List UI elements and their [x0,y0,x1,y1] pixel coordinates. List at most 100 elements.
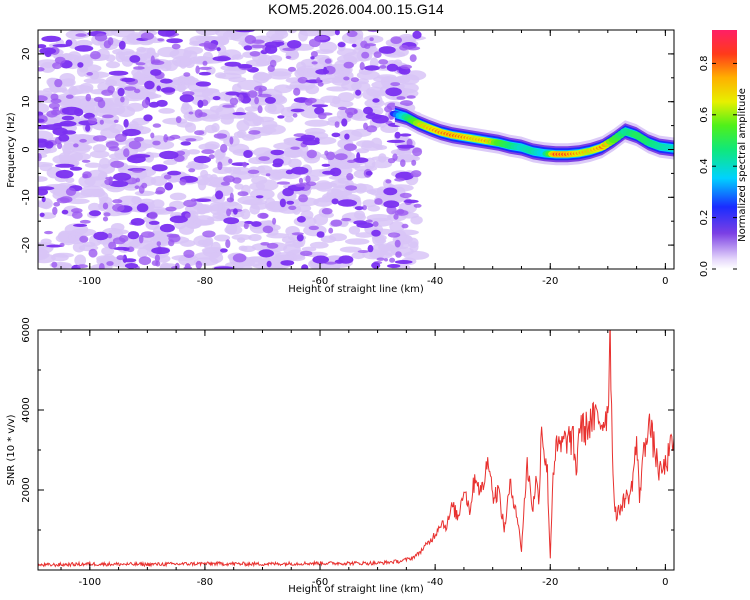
noise-blob [88,248,98,258]
noise-blob [400,159,406,168]
noise-blob [384,258,388,262]
noise-blob [371,229,381,237]
noise-blob [228,158,233,164]
noise-blob [77,264,88,269]
noise-blob-light [158,108,175,114]
noise-blob [108,146,120,152]
noise-blob-light [316,30,339,37]
noise-blob [290,166,309,175]
noise-blob [190,198,197,202]
noise-blob [46,110,58,118]
noise-blob [159,223,175,233]
noise-blob [59,242,65,247]
noise-blob [264,96,276,104]
noise-blob [50,93,59,101]
noise-blob [126,246,135,253]
noise-blob [343,61,354,69]
snr-xtick-label: -20 [542,577,558,588]
noise-blob [297,76,308,84]
noise-blob-light [92,144,107,153]
noise-blob [337,106,347,110]
noise-blob [258,249,275,258]
noise-blob-light [410,215,423,225]
noise-blob [401,223,409,229]
noise-blob [343,76,350,81]
noise-blob-light [337,177,349,184]
noise-blob-light [237,195,263,205]
noise-blob [298,177,304,184]
noise-blob [400,64,413,70]
xtick-label: -60 [312,276,328,287]
noise-blob [171,43,181,50]
noise-blob-light [214,72,227,79]
noise-blob [124,263,139,269]
noise-blob [129,55,141,63]
noise-blob [115,133,127,143]
noise-blob-light [89,150,110,159]
noise-blob [82,173,89,179]
noise-blob-light [242,256,265,267]
noise-blob [213,133,228,139]
noise-blob [232,253,247,263]
noise-blob [365,219,373,223]
page-title: KOM5.2026.004.00.15.G14 [268,1,444,17]
noise-blob-light [394,75,411,84]
noise-blob [351,43,357,48]
noise-blob [396,208,405,215]
noise-blob [298,194,308,203]
noise-blob-light [224,225,243,235]
xtick-label: 0 [662,276,668,287]
noise-blob-light [204,141,220,150]
noise-blob [51,261,58,268]
spectrogram-ridge [389,102,674,166]
noise-blob [202,230,216,238]
noise-blob [276,181,291,185]
noise-blob-light [268,71,292,80]
noise-blob [316,77,321,84]
noise-blob [385,87,402,97]
noise-blob [38,153,42,162]
noise-blob-light [249,204,260,215]
noise-blob-light [150,176,168,186]
noise-blob [152,123,162,128]
noise-blob [179,179,187,186]
noise-blob [383,187,398,196]
noise-blob [317,82,324,87]
noise-blob [389,257,396,263]
noise-blob [316,231,325,238]
noise-blob-light [372,234,385,246]
noise-blob [195,65,200,74]
colorbar-ticks: 0.0 0.2 0.4 0.6 0.8 [699,55,737,277]
noise-blob [108,70,129,76]
noise-blob-light [136,46,147,53]
noise-blob [220,181,230,186]
noise-blob [117,87,125,97]
colorbar-gradient [712,30,737,269]
snr-ytick-label: 6000 [21,317,32,342]
noise-blob [359,62,365,71]
noise-blob [326,151,336,161]
noise-blob [394,260,413,264]
noise-blob [165,206,177,212]
noise-blob [38,118,45,123]
noise-blob [413,203,422,208]
noise-blob [157,38,165,42]
noise-blob [341,118,348,127]
noise-blob [367,112,376,116]
noise-blob [203,40,211,49]
noise-blob [251,221,262,227]
noise-blob-light [389,221,405,233]
noise-blob [215,190,224,200]
noise-blob [372,221,379,227]
noise-blob [387,158,396,164]
noise-blob [107,233,113,239]
noise-blob [61,115,75,121]
noise-blob-light [185,122,196,133]
noise-blob [93,135,107,142]
noise-blob-light [274,30,288,36]
noise-blob [286,200,295,205]
noise-blob [88,117,97,125]
noise-blob-light [61,143,76,154]
